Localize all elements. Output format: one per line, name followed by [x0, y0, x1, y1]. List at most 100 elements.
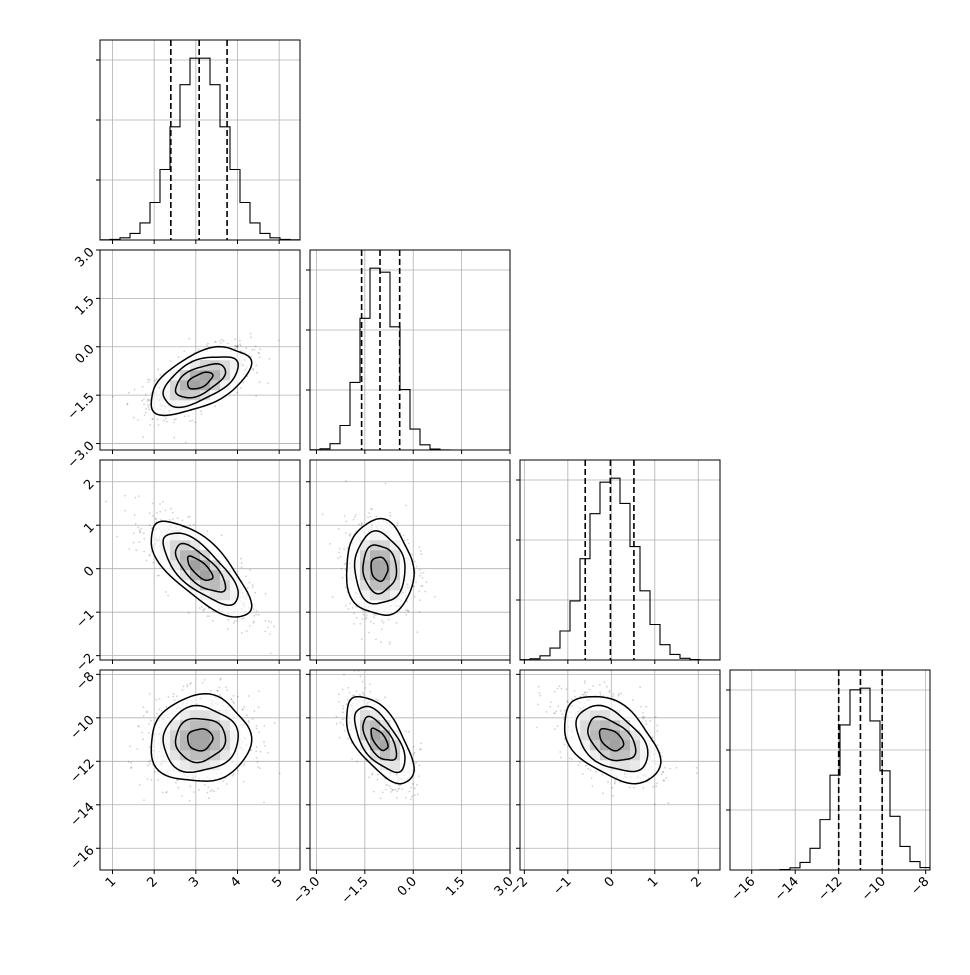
sample-point [340, 567, 343, 570]
sample-point [405, 613, 408, 616]
sample-point [410, 786, 412, 789]
sample-point [235, 620, 238, 622]
sample-point [242, 780, 245, 783]
sample-point [696, 772, 698, 774]
contour-level-3 [345, 695, 415, 785]
sample-point [148, 763, 151, 765]
sample-point [210, 690, 212, 692]
sample-point [413, 560, 416, 563]
sample-point [341, 718, 344, 721]
sample-point [222, 340, 225, 343]
contour-level-2 [162, 532, 239, 607]
sample-point [249, 332, 252, 335]
sample-point [354, 514, 357, 516]
sample-point [344, 562, 347, 565]
sample-point [267, 626, 269, 629]
sample-point [369, 683, 371, 686]
sample-point [337, 557, 340, 560]
sample-point [160, 519, 162, 521]
sample-point [415, 581, 417, 584]
sample-point [337, 528, 340, 530]
sample-point [348, 691, 351, 694]
sample-point [377, 773, 379, 776]
sample-point [416, 783, 418, 786]
sample-point [612, 695, 614, 698]
sample-point [246, 587, 249, 589]
sample-point [537, 685, 540, 688]
sample-point [214, 405, 217, 408]
sample-point [628, 786, 631, 789]
sample-point [642, 712, 644, 714]
sample-point [134, 496, 137, 499]
sample-point [389, 785, 391, 788]
sample-point [156, 418, 159, 421]
sample-point [405, 796, 407, 799]
sample-point [152, 561, 155, 564]
sample-point [258, 381, 261, 384]
sample-point [656, 724, 659, 727]
sample-point [370, 507, 372, 510]
sample-point [167, 696, 170, 698]
sample-point [415, 762, 418, 764]
sample-point [176, 517, 179, 520]
sample-point [379, 797, 382, 800]
sample-point [217, 787, 219, 790]
sample-point [268, 358, 271, 360]
sample-point [361, 680, 364, 683]
contour-level-3 [150, 345, 253, 417]
sample-point [197, 348, 200, 351]
sample-point [407, 610, 409, 612]
sample-point [403, 539, 406, 542]
sample-point [148, 408, 150, 411]
sample-point [538, 692, 541, 694]
sample-point [353, 516, 356, 518]
sample-point [240, 632, 243, 634]
sample-point [410, 553, 413, 556]
sample-point [655, 785, 658, 787]
sample-point [384, 696, 386, 699]
sample-point [203, 784, 206, 786]
panel-frame [99, 459, 301, 661]
sample-point [181, 689, 184, 691]
sample-point [143, 403, 145, 406]
sample-point [243, 706, 246, 708]
sample-point [219, 694, 221, 696]
sample-point [420, 572, 422, 575]
sample-point [130, 767, 132, 769]
sample-point [611, 786, 614, 789]
contour-level-2 [353, 705, 406, 774]
panel-0-0 [96, 39, 301, 244]
sample-point [254, 591, 257, 594]
sample-point [391, 789, 394, 792]
sample-point [138, 541, 141, 543]
sample-point [230, 698, 233, 701]
sample-point [177, 356, 180, 358]
y-tick-label: 2 [81, 477, 97, 493]
sample-point [236, 346, 239, 348]
contour-level-1 [174, 542, 227, 593]
sample-point [571, 698, 573, 701]
sample-point [158, 698, 161, 700]
sample-point [581, 693, 584, 696]
sample-point [139, 531, 142, 534]
x-tick-label: −10 [859, 874, 889, 904]
sample-point [329, 543, 331, 545]
sample-point [146, 400, 149, 403]
y-tick-label: −16 [68, 843, 98, 873]
sample-point [642, 786, 645, 789]
sample-point [163, 419, 165, 422]
sample-point [227, 618, 230, 621]
sample-point [389, 641, 391, 643]
sample-point [156, 512, 158, 514]
sample-point [116, 535, 118, 538]
sample-point [420, 742, 422, 745]
sample-point [215, 341, 217, 343]
sample-point [170, 507, 172, 510]
contour-level-3 [150, 520, 253, 618]
sample-point [169, 360, 172, 362]
sample-point [598, 684, 601, 686]
sample-point [240, 387, 242, 389]
sample-point [560, 687, 563, 690]
sample-point [165, 791, 168, 794]
sample-point [150, 779, 153, 781]
